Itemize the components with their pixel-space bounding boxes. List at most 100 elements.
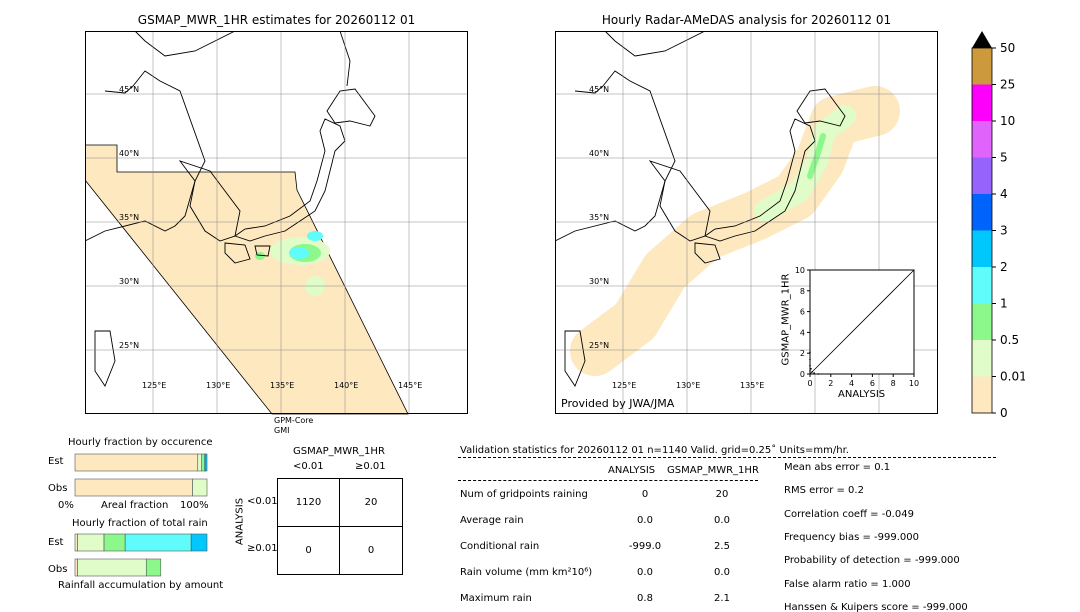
sensor-label: GPM-Core	[274, 416, 314, 425]
row-label: <0.01	[247, 496, 278, 507]
lat-label: 30°N	[589, 277, 610, 286]
total-rain-bars	[74, 533, 208, 577]
obs-label: Obs	[48, 564, 68, 575]
lon-label: 130°E	[676, 381, 701, 390]
lon-label: 135°E	[270, 381, 295, 390]
colorbar-segment	[972, 48, 992, 85]
sensor-label: GMI	[274, 426, 290, 435]
stats-header: Validation statistics for 20260112 01 n=…	[460, 445, 849, 456]
bar-segment-obs	[74, 478, 193, 497]
y-tick-label: 0	[800, 370, 805, 379]
colorbar-tick-label: 2	[1000, 260, 1008, 274]
bar-segment-est	[74, 453, 199, 472]
colorbar-tick-label: 0.5	[1000, 333, 1019, 347]
colorbar-segment	[972, 157, 992, 194]
bar-segment-est	[74, 533, 78, 552]
cell: 0	[367, 544, 375, 556]
stat-a: 0.0	[637, 567, 653, 578]
cell: 1120	[278, 479, 340, 527]
lon-label: 140°E	[334, 381, 359, 390]
divider	[458, 457, 996, 458]
stat-b: 0.0	[714, 567, 730, 578]
scatter-xlabel: ANALYSIS	[838, 389, 886, 400]
lat-label: 40°N	[589, 149, 610, 158]
bar-segment-obs	[145, 558, 162, 577]
stat-label: Rain volume (mm km²10⁶)	[460, 567, 593, 578]
x-tick-label: 6	[870, 379, 875, 388]
stat-label: Num of gridpoints raining	[460, 489, 588, 500]
occurrence-title: Hourly fraction by occurence	[68, 437, 213, 448]
scatter-inset: 00 2 2 4 4 6 6 8 8 10 10	[795, 266, 919, 388]
cell: 0	[278, 526, 340, 574]
colorbar-segment	[972, 267, 992, 304]
y-tick-label: 4	[800, 328, 805, 337]
est-label: Est	[48, 456, 64, 467]
colorbar-tick-label: 5	[1000, 151, 1008, 165]
colorbar-tick-label: 50	[1000, 41, 1015, 55]
y-tick-label: 8	[800, 287, 805, 296]
stat-a: 0	[641, 489, 649, 500]
col-label: ≥0.01	[355, 461, 386, 472]
stat-label: Average rain	[460, 515, 524, 526]
stat-a: 0.8	[637, 593, 653, 604]
accumulation-label: Rainfall accumulation by amount	[58, 580, 224, 591]
scatter-point	[811, 371, 813, 373]
stat-b: 0.0	[714, 515, 730, 526]
stat-b: 2.1	[714, 593, 730, 604]
col-label: <0.01	[293, 461, 324, 472]
left-map	[85, 31, 468, 415]
lon-label: 135°E	[740, 381, 765, 390]
scatter-point	[813, 372, 815, 374]
score-line: Frequency bias = -999.000	[784, 531, 919, 543]
lat-label: 25°N	[589, 341, 610, 350]
est-label: Est	[48, 537, 64, 548]
bar-segment-est	[77, 533, 105, 552]
colorbar-tick-label: 0.01	[1000, 370, 1025, 384]
colorbar-segment	[972, 121, 992, 158]
lat-label: 30°N	[119, 277, 140, 286]
stat-label: Conditional rain	[460, 541, 540, 552]
stat-b: 2.5	[714, 541, 730, 552]
bar-segment-obs	[77, 558, 147, 577]
left-rain-patches	[255, 231, 330, 296]
score-line: False alarm ratio = 1.000	[784, 578, 911, 590]
y-tick-label: 10	[795, 266, 805, 275]
stat-b: 20	[715, 489, 729, 500]
left-gridlines	[85, 31, 468, 414]
colorbar-extend-arrow	[972, 31, 992, 48]
row-title: ANALYSIS	[234, 497, 246, 546]
satellite-swath	[85, 144, 409, 415]
bar-segment-est	[197, 453, 203, 472]
contingency-title: GSMAP_MWR_1HR	[293, 446, 385, 457]
divider	[458, 480, 758, 481]
col-header: ANALYSIS	[608, 465, 656, 476]
stat-a: -999.0	[628, 541, 662, 552]
areal-fraction-label: Areal fraction	[101, 500, 169, 511]
score-line: Probability of detection = -999.000	[784, 555, 960, 567]
scatter-point	[809, 364, 811, 367]
lon-label: 145°E	[398, 381, 423, 390]
left-map-title: GSMAP_MWR_1HR estimates for 20260112 01	[137, 13, 416, 27]
scatter-ylabel: GSMAP_MWR_1HR	[780, 273, 792, 366]
scatter-point	[809, 351, 811, 353]
colorbar-segment	[972, 340, 992, 377]
scatter-point	[817, 373, 820, 375]
obs-label: Obs	[48, 483, 68, 494]
x-tick-label: 0	[807, 379, 812, 388]
scatter-point	[809, 370, 811, 372]
col-header: GSMAP_MWR_1HR	[667, 465, 759, 476]
left-coastlines	[85, 31, 376, 387]
lat-label: 35°N	[119, 213, 140, 222]
tick-100pct: 100%	[180, 500, 209, 511]
colorbar-tick-label: 25	[1000, 78, 1015, 92]
stat-label: Maximum rain	[460, 593, 532, 604]
credit-label: Provided by JWA/JMA	[561, 397, 675, 410]
score-line: Hanssen & Kuipers score = -999.000	[784, 601, 968, 612]
bar-segment-obs	[74, 558, 78, 577]
score-line: Correlation coeff = -0.049	[784, 508, 914, 520]
lat-label: 35°N	[589, 213, 610, 222]
right-map	[555, 31, 938, 414]
y-tick-label: 6	[800, 308, 805, 317]
analysis-rain-area	[570, 86, 900, 376]
